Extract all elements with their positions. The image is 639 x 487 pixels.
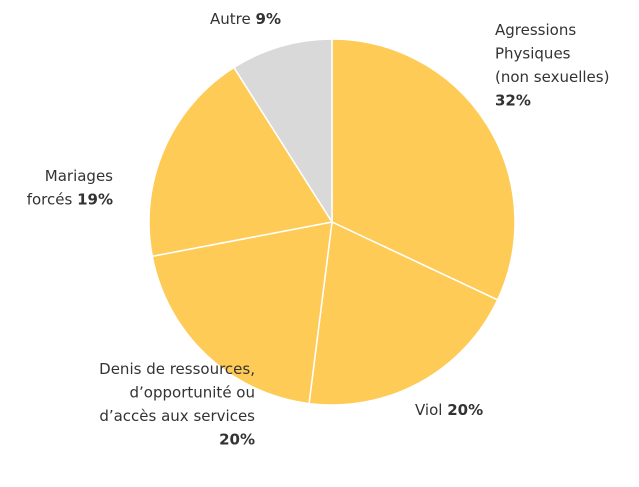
pie-slice [232, 38, 333, 225]
value-label: 32% [495, 91, 531, 109]
label-line: Physiques [495, 44, 571, 62]
label-line: Denis de ressources, [99, 360, 255, 378]
label-line: d’accès aux services [99, 407, 255, 425]
label-line: Viol [415, 401, 442, 419]
pie-slice [308, 220, 499, 406]
label-line: Autre [210, 10, 251, 28]
pie-slice [331, 38, 516, 301]
pie-slice [148, 66, 334, 258]
slice-label: Denis de ressources, d’opportunité ou d’ac… [99, 360, 255, 449]
label-line: d’opportunité ou [130, 383, 255, 401]
slice-label: Mariages forcés 19% [27, 167, 113, 209]
label-line: Agressions [495, 21, 576, 39]
label-line: forcés [27, 190, 73, 208]
value-label: 19% [77, 190, 113, 208]
value-label: 20% [447, 401, 483, 419]
label-line: Mariages [45, 167, 113, 185]
value-label: 9% [256, 10, 281, 28]
label-line: (non sexuelles) [495, 68, 609, 86]
pie-slice [151, 221, 333, 405]
slice-label: Viol 20% [415, 401, 483, 419]
slice-label: Autre 9% [210, 10, 281, 28]
value-label: 20% [219, 430, 255, 448]
slice-label: Agressions Physiques (non sexuelles) 32% [495, 21, 609, 110]
